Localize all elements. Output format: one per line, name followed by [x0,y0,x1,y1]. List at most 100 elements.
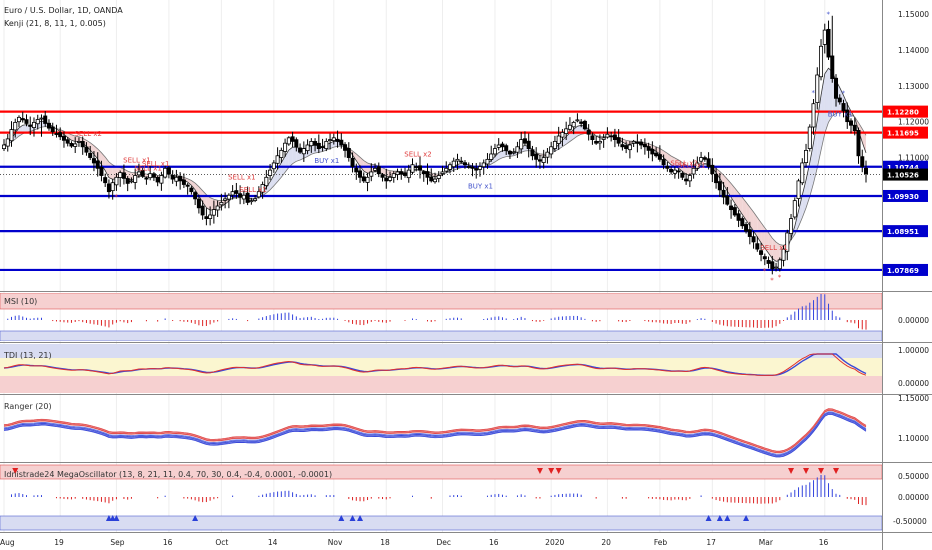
candle-body [702,157,707,160]
time-tick-label: Aug [0,538,15,547]
candle-body [204,216,209,219]
candle-body [166,167,171,175]
band-segment [86,140,91,151]
candle-body [444,167,449,172]
time-axis[interactable]: Aug 19 Sep 16 Oct 14 Nov 18 Dec 16 2020 20 Feb 17 Mar 1… [0,538,829,547]
signal-label: BUY x1 [468,183,493,191]
candle-body [399,171,404,175]
candle-body [80,141,85,148]
candle-body [830,55,835,79]
candle-body [106,183,111,193]
candle-body [31,121,36,129]
ranger-pane[interactable] [3,408,867,458]
sell-triangle [12,468,19,474]
candle-body [530,149,535,157]
candle-body [395,171,400,175]
candle-body [646,146,651,151]
candle-body [174,176,179,182]
candle-body [238,193,243,198]
candle-body [837,97,842,103]
megaoscillator-pane[interactable] [0,464,882,531]
tdi-pane[interactable] [0,344,882,393]
candle-body [335,138,340,142]
signal-label: SELL x1 [134,164,162,172]
band-segment [90,142,94,155]
candle-body [541,157,546,163]
candle-body [140,170,145,177]
candle-body [429,176,434,182]
candle-body [770,261,775,270]
candle-body [99,166,104,176]
candle-body [163,167,168,178]
candle-body [627,144,632,151]
price-tick-label: 1.15000 [898,10,929,19]
band-segment [206,194,211,211]
buy-triangle [743,515,750,521]
msi-pane[interactable] [0,293,882,341]
band-segment [356,153,361,167]
ranger-line [3,413,867,457]
time-tick-label: 20 [601,538,611,547]
candle-body [507,150,512,155]
candle-body [290,136,295,142]
candle-body [324,141,329,149]
band-segment [288,147,293,168]
tdi-axis-0: 0.00000 [898,379,929,388]
msi-lower-zone [0,330,882,341]
band-segment [663,150,668,162]
buy-triangle [724,515,731,521]
tdi-main-line [3,353,867,376]
candle-body [256,191,261,198]
level-tag-text: 1.12280 [887,109,919,117]
price-tick-label: 1.14000 [898,46,929,55]
candle-body [148,173,153,179]
candle-body [316,142,321,149]
candle-body [511,151,516,154]
sell-triangle [788,468,795,474]
candle-body [796,180,801,200]
price-axis[interactable]: 1.15000 1.14000 1.13000 1.12000 1.11000 [898,10,929,163]
candle-body [500,143,505,148]
level-lines [0,110,882,272]
candle-body [759,250,764,255]
band-segment [498,150,503,160]
candle-body [88,152,93,158]
time-tick-label: Nov [328,538,343,547]
band-segment [71,134,76,142]
candle-body [624,145,629,149]
band-segment [734,188,739,209]
band-segment [112,164,117,180]
candle-body [73,143,78,147]
candle-body [489,153,494,160]
candle-body [676,170,681,173]
band-segment [93,145,98,159]
candle-body [556,135,561,144]
time-tick-label: 17 [706,538,716,547]
candle-body [631,141,636,144]
candle-body [136,171,141,176]
tdi-lower-zone [0,376,882,393]
candle-body [549,146,554,155]
ranger-line [3,409,867,453]
candle-body [245,192,250,203]
grid [3,0,826,532]
candle-body [774,266,779,269]
level-tag-bg [883,263,928,276]
time-tick-label: 18 [380,538,390,547]
candle-body [249,200,254,203]
candle-body [234,190,239,194]
candle-body [294,139,299,148]
ranger-line [3,411,867,455]
signal-label: SELL x1 [123,156,151,164]
ranger-line [3,412,867,456]
candle-body [170,175,175,180]
candle-body [717,181,722,191]
level-tag-text: 1.10744 [887,164,919,172]
band-segment [824,68,829,134]
buy-triangle [349,515,356,521]
candle-body [777,259,782,270]
level-tag-bg [883,126,928,139]
level-tag-text: 1.07869 [887,267,919,275]
